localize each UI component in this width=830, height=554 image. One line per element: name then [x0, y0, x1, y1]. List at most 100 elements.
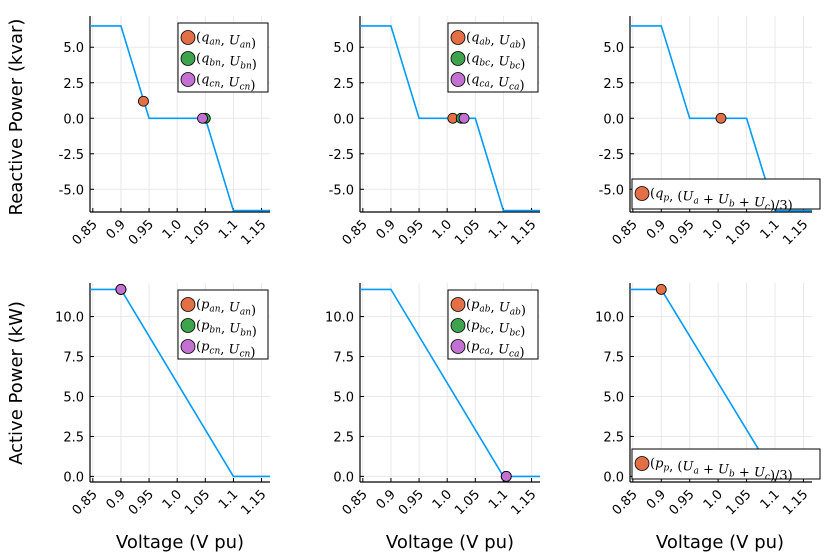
operating-point-phase-c	[197, 112, 208, 124]
x-tick-label: 1.05	[723, 217, 754, 248]
x-tick-label: 1.15	[780, 487, 811, 518]
y-tick-label: 7.5	[333, 351, 354, 366]
characteristic-curve	[90, 25, 270, 212]
x-tick-label: 1.0	[701, 217, 726, 242]
legend-entry: (pan, Uan)	[196, 298, 256, 319]
x-tick-label: 0.95	[126, 487, 157, 518]
x-tick-label: 0.85	[340, 217, 371, 248]
x-tick-label: 1.15	[508, 217, 539, 248]
subplot-p_pos: 0.85 0.90.95 1.01.05 1.11.15 0.0 2.5 5.0 7.5 10.…	[595, 283, 821, 518]
legend-marker	[180, 51, 196, 66]
x-tick-label: 1.1	[216, 487, 241, 512]
legend-entry: (qbc, Ubc)	[466, 52, 525, 73]
y-tick-label: 0.0	[603, 112, 624, 127]
x-tick-label: 1.05	[182, 487, 213, 518]
legend-entry: (pp, (Ua + Ub + Uc)/3)	[650, 457, 793, 484]
x-tick-label: 1.1	[216, 217, 241, 242]
y-tick-label: 5.0	[63, 41, 84, 56]
characteristic-curve	[630, 288, 812, 478]
x-tick-label: 0.95	[666, 487, 697, 518]
legend-marker	[180, 30, 196, 45]
legend-marker	[180, 297, 196, 312]
operating-point-phase-a	[138, 95, 149, 107]
operating-point-phase-a	[655, 283, 667, 295]
x-tick-label: 0.9	[644, 217, 669, 242]
x-tick-label: 0.95	[396, 217, 427, 248]
legend-marker	[634, 456, 650, 471]
y-tick-label: -2.5	[329, 148, 354, 163]
legend-entry: (qcn, Ucn)	[196, 73, 255, 94]
x-tick-label: 0.95	[666, 217, 697, 248]
y-axis-label-reactive-power: Reactive Power (kvar)	[6, 19, 27, 216]
x-tick-label: 1.0	[701, 487, 726, 512]
operating-point-phase-a	[715, 112, 727, 124]
subplot-q_wye: 0.85 0.90.95 1.01.05 1.11.15 -5.0 -2.5 0.0 2.5 5…	[59, 16, 270, 248]
x-tick-label: 0.85	[610, 487, 641, 518]
characteristic-curve	[90, 288, 270, 478]
y-tick-label: 0.0	[333, 470, 354, 485]
subplot-q_delta: 0.85 0.90.95 1.01.05 1.11.15 -5.0 -2.5 0.0 2.5 5…	[329, 16, 540, 248]
legend-box	[631, 448, 821, 480]
legend-entry: (qan, Uan)	[196, 31, 256, 52]
y-tick-label: 2.5	[333, 430, 354, 445]
x-tick-label: 1.0	[160, 217, 185, 242]
subplot-q_pos: 0.85 0.90.95 1.01.05 1.11.15 -5.0 -2.5 0.0 2.5 5…	[599, 16, 821, 248]
x-tick-label: 0.95	[126, 217, 157, 248]
x-tick-label: 0.95	[396, 487, 427, 518]
x-tick-label: 1.0	[160, 487, 185, 512]
legend: (qp, (Ua + Ub + Uc)/3)	[631, 178, 821, 214]
x-tick-label: 1.05	[182, 217, 213, 248]
x-tick-label: 1.05	[723, 487, 754, 518]
y-tick-label: 7.5	[603, 351, 624, 366]
characteristic-curve	[360, 25, 540, 212]
legend: (pan, Uan)(pbn, Ubn)(pcn, Ucn)	[177, 289, 269, 361]
legend: (qan, Uan)(qbn, Ubn)(qcn, Ucn)	[177, 22, 269, 94]
operating-point-phase-c	[115, 283, 127, 295]
x-tick-label: 0.9	[644, 487, 669, 512]
legend-marker	[450, 297, 466, 312]
operating-point-phase-c	[458, 112, 470, 124]
y-tick-label: 2.5	[63, 430, 84, 445]
legend-marker	[450, 51, 466, 66]
operating-point-phase-c	[500, 471, 512, 482]
y-tick-label: 5.0	[63, 390, 84, 405]
y-tick-label: 10.0	[595, 311, 624, 326]
legend-entry: (qca, Uca)	[466, 73, 525, 94]
y-tick-label: 0.0	[603, 470, 624, 485]
y-tick-label: 5.0	[333, 390, 354, 405]
y-tick-label: 5.0	[603, 390, 624, 405]
y-tick-label: 10.0	[325, 311, 354, 326]
y-tick-label: 2.5	[603, 77, 624, 92]
x-tick-label: 0.85	[610, 217, 641, 248]
legend-marker	[180, 72, 196, 87]
x-tick-label: 0.85	[340, 487, 371, 518]
legend-marker	[450, 30, 466, 45]
legend-entry: (qab, Uab)	[466, 31, 526, 52]
y-tick-label: 0.0	[333, 112, 354, 127]
y-tick-label: 0.0	[63, 470, 84, 485]
y-tick-label: 5.0	[603, 41, 624, 56]
y-tick-label: 5.0	[333, 41, 354, 56]
characteristic-curve	[360, 288, 540, 478]
subplot-grid: 0.85 0.90.95 1.01.05 1.11.15-5.0-2.50.02.55…	[55, 16, 821, 518]
x-axis-label-col-3: Voltage (V pu)	[656, 532, 784, 553]
legend-entry: (pbc, Ubc)	[466, 319, 525, 340]
x-tick-label: 1.1	[486, 487, 511, 512]
legend-marker	[450, 339, 466, 354]
y-axis-label-active-power: Active Power (kW)	[6, 301, 27, 465]
legend-box	[631, 178, 821, 210]
y-tick-label: -2.5	[59, 148, 84, 163]
x-tick-label: 0.9	[374, 487, 399, 512]
legend-entry: (pca, Uca)	[466, 340, 525, 361]
subplot-p_wye: 0.85 0.90.95 1.01.05 1.11.15 0.0 2.5 5.0 7.5 10.…	[55, 283, 270, 518]
x-tick-label: 1.0	[430, 487, 455, 512]
x-tick-label: 1.15	[508, 487, 539, 518]
y-tick-label: 2.5	[603, 430, 624, 445]
legend-marker	[634, 186, 650, 201]
y-tick-label: 10.0	[55, 311, 84, 326]
subplot-p_delta: 0.85 0.90.95 1.01.05 1.11.15 0.0 2.5 5.0 7.5 10.…	[325, 283, 540, 518]
y-tick-label: 2.5	[333, 77, 354, 92]
legend-entry: (qbn, Ubn)	[196, 52, 257, 73]
x-tick-label: 0.85	[70, 217, 101, 248]
